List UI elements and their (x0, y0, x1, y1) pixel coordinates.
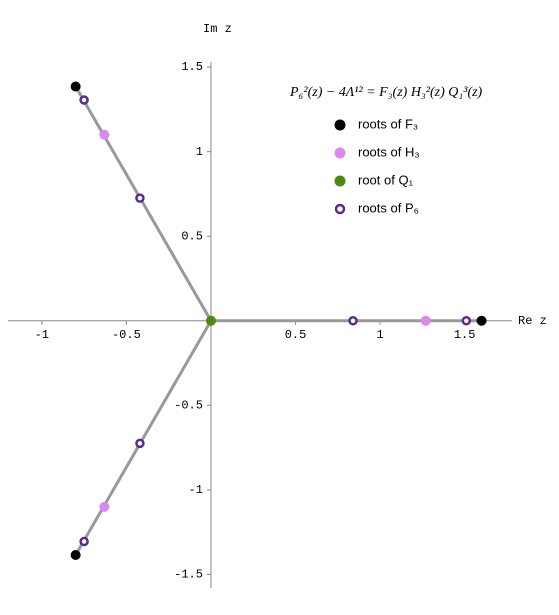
legend-label: roots of F₃ (358, 116, 418, 131)
ray (74, 85, 213, 323)
chart-title: P₆²(z) − 4Λ¹² = F₃(z) H₃²(z) Q₁³(z) (289, 85, 483, 100)
x-axis-label: Re z (518, 314, 547, 328)
y-tick-label: -1.5 (174, 568, 203, 582)
y-axis-label: Im z (203, 22, 232, 36)
x-tick-label: 0.5 (285, 328, 307, 342)
legend-marker (334, 203, 346, 215)
y-tick-label: 0.5 (181, 229, 203, 243)
point (205, 315, 216, 326)
point (135, 193, 145, 203)
point (135, 438, 145, 449)
point (70, 550, 81, 561)
x-tick-label: 1 (376, 328, 383, 342)
x-tick-label: 1.5 (454, 328, 476, 342)
point (99, 501, 110, 512)
x-tick-label: -1 (35, 328, 49, 342)
x-tick-label: -0.5 (112, 328, 141, 342)
point (476, 315, 487, 326)
y-tick-label: 1 (196, 145, 203, 159)
y-tick-label: -0.5 (174, 399, 203, 413)
legend-marker (334, 175, 346, 187)
point (79, 536, 89, 547)
legend-marker (334, 119, 346, 131)
point (79, 95, 89, 105)
y-tick-label: 1.5 (181, 60, 203, 74)
ray (74, 319, 213, 557)
point (348, 316, 358, 326)
legend-marker (334, 147, 346, 159)
legend-label: roots of H₃ (358, 144, 420, 159)
point (70, 81, 81, 92)
y-tick-label: -1 (189, 483, 203, 497)
point (420, 315, 431, 326)
point (99, 129, 110, 140)
point (461, 316, 472, 326)
legend-label: roots of P₆ (358, 200, 419, 215)
legend-label: root of Q₁ (358, 172, 414, 187)
